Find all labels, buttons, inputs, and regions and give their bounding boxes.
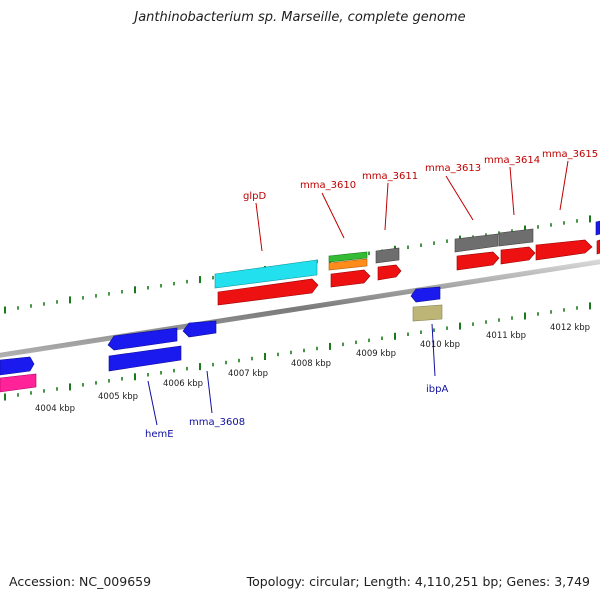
label-leader-lines [147, 160, 569, 426]
tick-labels: 4004 kbp 4005 kbp 4006 kbp 4007 kbp 4008… [35, 323, 590, 414]
gene-feature[interactable] [182, 320, 217, 338]
tick-label: 4006 kbp [163, 379, 203, 389]
gene-feature[interactable] [217, 278, 319, 306]
gene-feature[interactable] [454, 233, 499, 253]
gene-feature[interactable] [328, 251, 368, 263]
gene-label-mma-3614[interactable]: mma_3614 [484, 155, 540, 166]
gene-feature[interactable] [377, 264, 402, 281]
leader-line [559, 160, 569, 211]
tick-label: 4005 kbp [98, 392, 138, 402]
gene-label-glpd[interactable]: glpD [243, 191, 266, 202]
feature-layer [0, 220, 600, 393]
leader-line [509, 166, 515, 216]
gene-feature[interactable] [108, 345, 182, 372]
tick-label: 4012 kbp [550, 323, 590, 333]
leader-line [431, 323, 436, 377]
gene-label-ibpa[interactable]: ibpA [426, 384, 448, 395]
gene-feature[interactable] [595, 220, 600, 236]
gene-label-mma-3610[interactable]: mma_3610 [300, 180, 356, 191]
leader-line [384, 182, 389, 231]
tick-label: 4008 kbp [291, 359, 331, 369]
gene-feature[interactable] [498, 228, 534, 247]
gene-label-mma-3608[interactable]: mma_3608 [189, 417, 245, 428]
tick-label: 4004 kbp [35, 404, 75, 414]
gene-feature[interactable] [0, 356, 35, 376]
map-title: Janthinobacterium sp. Marseille, complet… [134, 10, 466, 25]
tick-label: 4011 kbp [486, 331, 526, 341]
genome-backbone [0, 259, 600, 358]
tick-label: 4009 kbp [356, 349, 396, 359]
gene-feature[interactable] [410, 286, 441, 303]
lower-tick-row [4, 302, 591, 401]
gene-feature[interactable] [412, 304, 443, 322]
gene-feature[interactable] [328, 258, 368, 271]
gene-feature[interactable] [535, 239, 593, 261]
gene-label-heme[interactable]: hemE [145, 429, 174, 440]
gene-feature[interactable] [214, 259, 318, 289]
leader-line [321, 192, 345, 239]
genome-summary-text: Topology: circular; Length: 4,110,251 bp… [246, 574, 590, 589]
gene-feature[interactable] [330, 269, 371, 288]
accession-text: Accession: NC_009659 [9, 574, 152, 589]
gene-feature[interactable] [0, 373, 37, 393]
gene-feature[interactable] [596, 239, 600, 255]
tick-label: 4007 kbp [228, 369, 268, 379]
gene-feature[interactable] [456, 251, 500, 271]
leader-line [147, 380, 158, 426]
leader-line [445, 175, 474, 221]
gene-label-mma-3613[interactable]: mma_3613 [425, 163, 481, 174]
gene-label-mma-3611[interactable]: mma_3611 [362, 171, 418, 182]
gene-feature[interactable] [500, 246, 536, 265]
tick-label: 4010 kbp [420, 340, 460, 350]
gene-labels: glpD mma_3610 mma_3611 mma_3613 mma_3614… [145, 149, 598, 440]
leader-line [206, 370, 213, 414]
leader-line [255, 202, 263, 252]
gene-label-mma-3615[interactable]: mma_3615 [542, 149, 598, 160]
gene-feature[interactable] [107, 327, 178, 351]
gene-feature[interactable] [375, 247, 400, 264]
